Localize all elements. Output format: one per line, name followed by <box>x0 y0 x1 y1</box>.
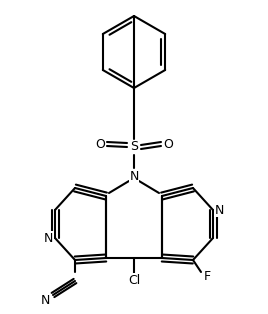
Text: N: N <box>40 295 50 307</box>
Text: S: S <box>130 140 138 154</box>
Text: N: N <box>129 170 139 182</box>
Text: N: N <box>215 203 224 216</box>
Text: F: F <box>203 270 211 284</box>
Text: O: O <box>163 138 173 150</box>
Text: N: N <box>44 231 53 245</box>
Text: Cl: Cl <box>128 273 140 286</box>
Text: O: O <box>95 138 105 150</box>
